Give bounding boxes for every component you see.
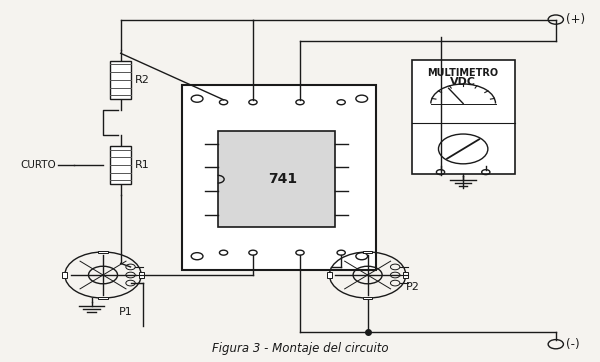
Text: VDC: VDC (450, 77, 476, 87)
Bar (363, 296, 373, 299)
Text: (-): (-) (566, 338, 580, 351)
Text: Figura 3 - Montaje del circuito: Figura 3 - Montaje del circuito (212, 342, 388, 355)
Bar (327, 272, 332, 278)
Text: CURTO: CURTO (21, 160, 56, 170)
Bar (139, 272, 143, 278)
Bar (62, 272, 67, 278)
Bar (412, 60, 515, 174)
Text: (+): (+) (566, 13, 586, 26)
Bar (363, 251, 373, 253)
Text: MULTIMETRO: MULTIMETRO (428, 68, 499, 78)
Text: 741: 741 (268, 172, 297, 186)
Text: P2: P2 (406, 282, 420, 291)
Text: R2: R2 (136, 75, 150, 85)
Text: P1: P1 (119, 307, 133, 317)
Bar (98, 251, 108, 253)
Bar (110, 146, 131, 184)
Bar (218, 131, 335, 227)
Bar (403, 272, 408, 278)
Bar (182, 85, 376, 270)
Bar (110, 60, 131, 99)
Text: R1: R1 (136, 160, 150, 170)
Bar (98, 296, 108, 299)
